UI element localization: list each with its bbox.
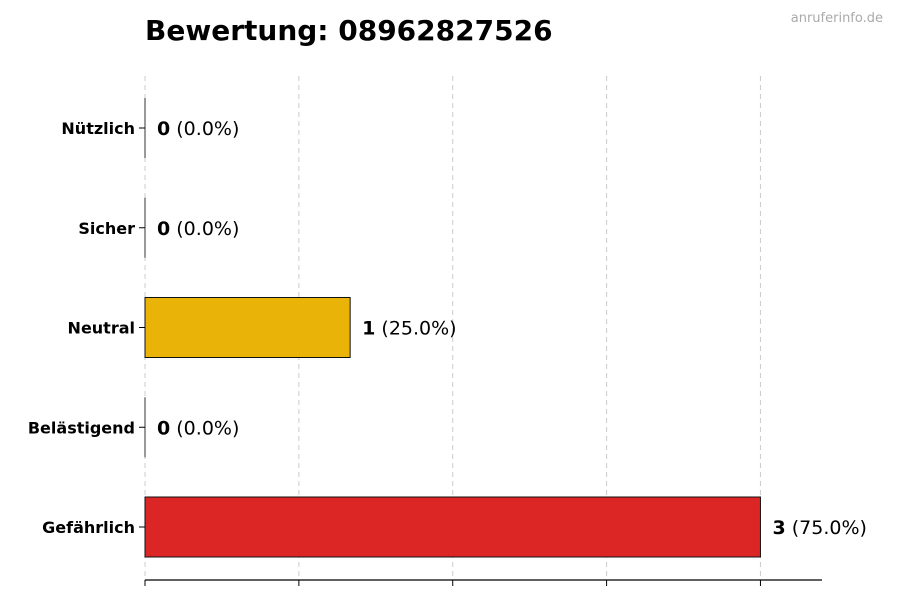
category-label: Nützlich: [61, 119, 135, 138]
data-label: 3 (75.0%): [772, 517, 866, 539]
bar: [144, 297, 351, 358]
category-label: Belästigend: [28, 418, 135, 437]
data-label: 0 (0.0%): [157, 417, 239, 439]
category-label: Gefährlich: [42, 518, 135, 537]
data-label: 0 (0.0%): [157, 118, 239, 140]
data-label: 1 (25.0%): [362, 318, 456, 340]
category-label: Neutral: [68, 319, 135, 338]
bar: [144, 496, 761, 558]
chart-title: Bewertung: 08962827526: [145, 14, 553, 47]
category-label: Sicher: [78, 219, 135, 238]
data-label: 0 (0.0%): [157, 218, 239, 240]
watermark: anruferinfo.de: [791, 11, 883, 26]
